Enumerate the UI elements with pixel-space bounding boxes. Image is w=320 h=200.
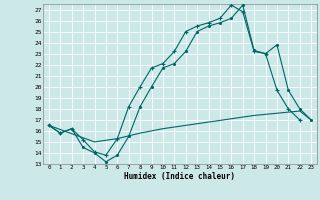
X-axis label: Humidex (Indice chaleur): Humidex (Indice chaleur)	[124, 172, 236, 181]
